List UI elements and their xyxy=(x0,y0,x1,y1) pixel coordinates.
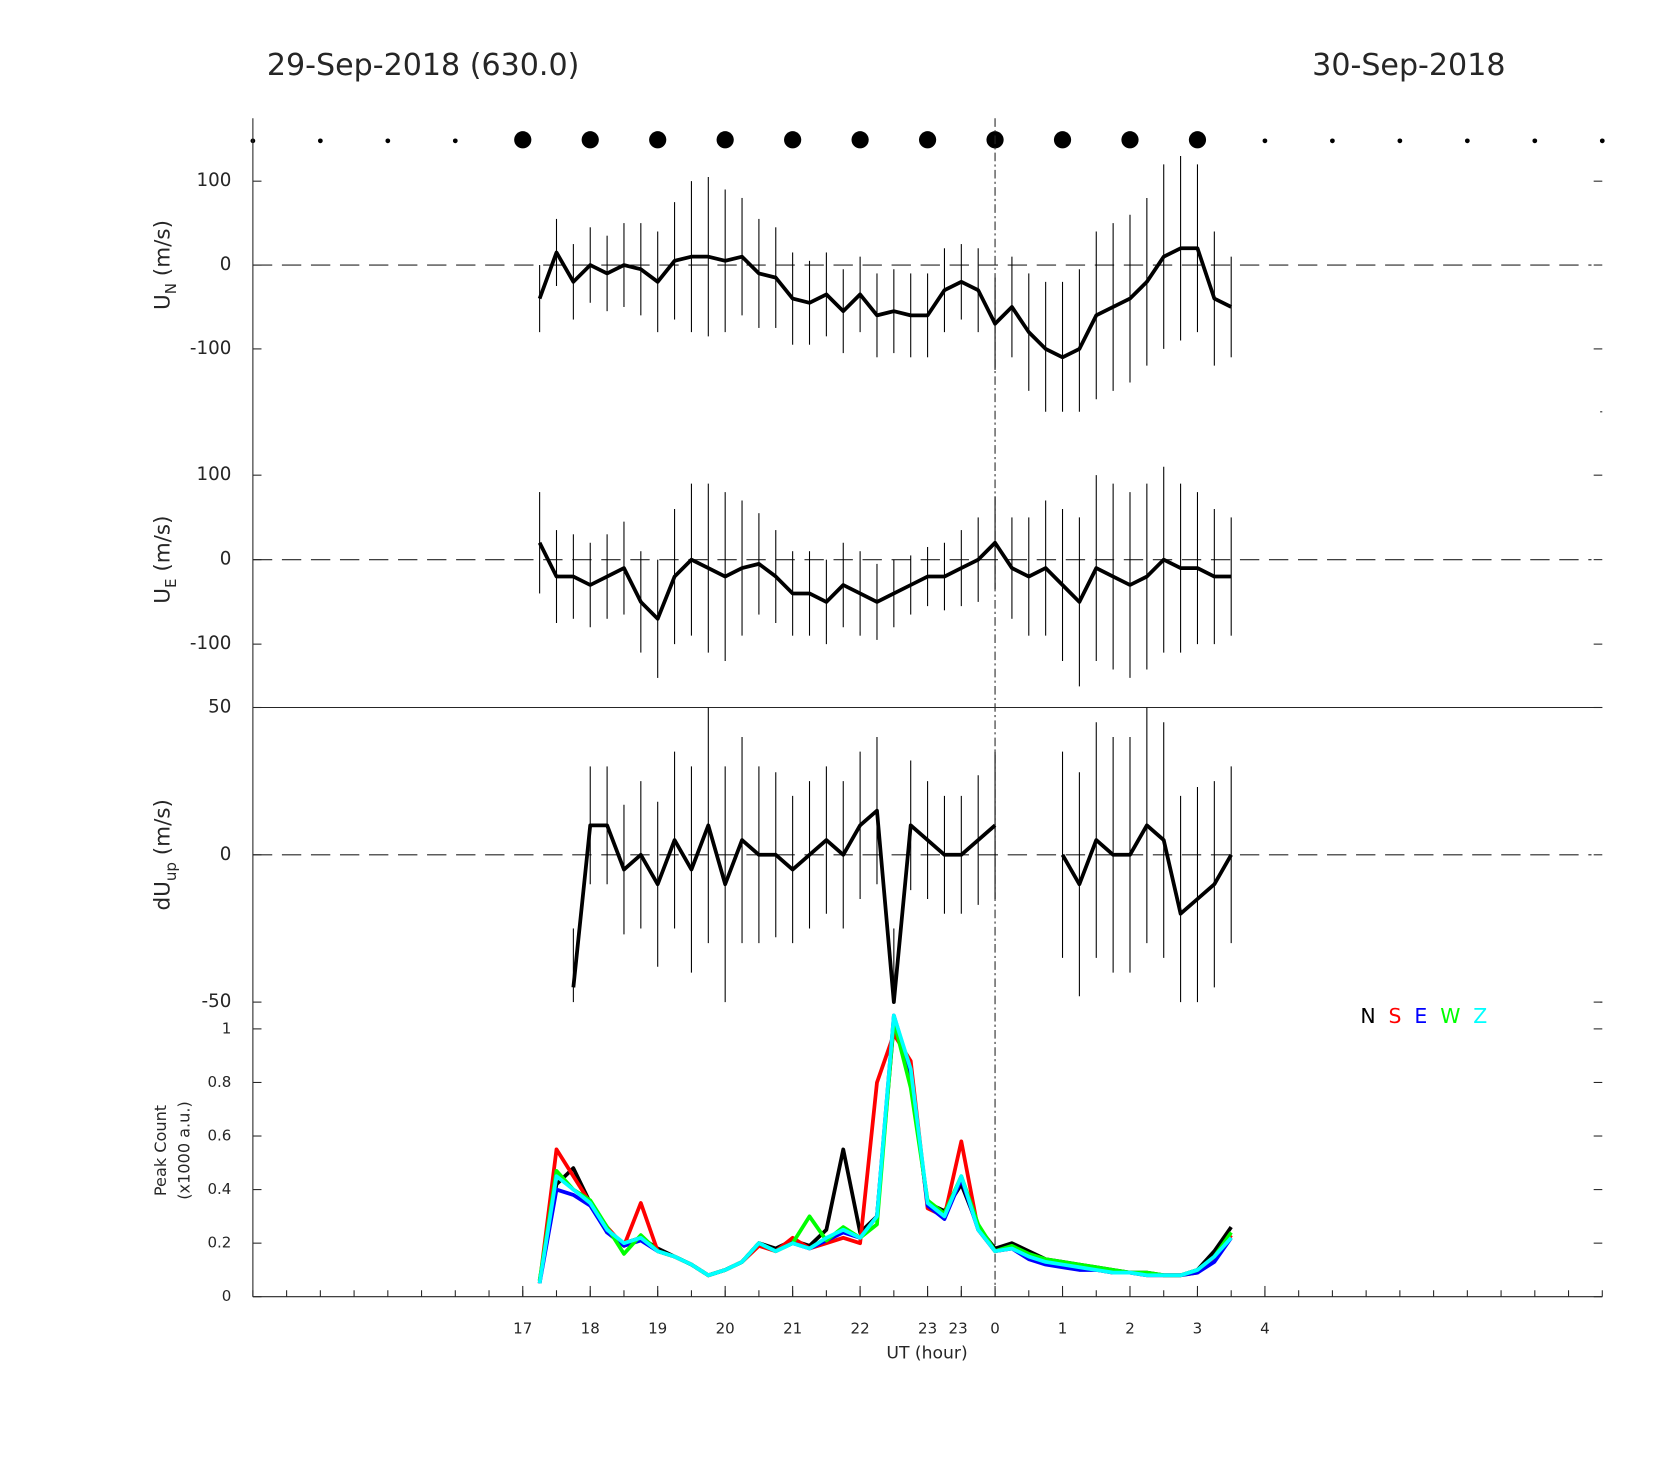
y-tick-label: 1 xyxy=(222,1019,232,1037)
marker-dot xyxy=(1262,138,1268,144)
x-tick-label: 0 xyxy=(990,1319,1000,1337)
y-tick-label: 0.2 xyxy=(207,1234,231,1252)
left-title: 29-Sep-2018 (630.0) xyxy=(267,48,580,83)
data-line xyxy=(537,540,1232,621)
x-tick-label: 21 xyxy=(783,1319,802,1337)
y-label-main: U xyxy=(151,294,176,310)
right-title: 30-Sep-2018 xyxy=(1312,48,1505,83)
y-label-unit: (m/s) xyxy=(151,799,176,862)
y-label-sub: N xyxy=(162,283,180,294)
y-tick-label: -50 xyxy=(202,991,232,1012)
x-tick-label: 17 xyxy=(513,1319,532,1337)
x-tick-label: 2 xyxy=(1125,1319,1135,1337)
marker-dot xyxy=(1121,131,1139,149)
x-tick-label: 19 xyxy=(648,1319,667,1337)
y-axis-label: (x1000 a.u.) xyxy=(175,1101,194,1200)
y-label-main: dU xyxy=(151,881,176,910)
y-tick-label: 0.6 xyxy=(207,1127,231,1145)
y-tick-label: 50 xyxy=(208,696,231,717)
y-axis-label: UE (m/s) xyxy=(151,516,180,604)
legend-entry: S xyxy=(1389,1004,1402,1028)
y-tick-label: 0.4 xyxy=(207,1180,231,1198)
y-tick-label: -100 xyxy=(190,338,231,359)
y-axis-label: dUup (m/s) xyxy=(151,799,180,910)
x-axis-label: UT (hour) xyxy=(886,1344,967,1364)
marker-dot xyxy=(452,138,458,144)
marker-dot xyxy=(851,131,869,149)
marker-dot xyxy=(385,138,391,144)
y-tick-label: 0.8 xyxy=(207,1073,231,1091)
y-label-sub: E xyxy=(162,579,180,589)
marker-dot xyxy=(1397,138,1403,144)
legend-entry: E xyxy=(1414,1004,1427,1028)
x-tick-label: 3 xyxy=(1193,1319,1203,1337)
y-tick-label: -100 xyxy=(190,633,231,654)
marker-dot xyxy=(716,131,734,149)
marker-dot xyxy=(1330,138,1335,144)
legend-entry: W xyxy=(1440,1004,1460,1028)
x-tick-label: 4 xyxy=(1260,1319,1270,1337)
x-tick-label: 1 xyxy=(1058,1319,1068,1337)
marker-dot xyxy=(317,138,323,144)
y-tick-label: 0 xyxy=(220,844,232,865)
y-tick-label: 100 xyxy=(197,464,232,485)
marker-dot xyxy=(1532,138,1538,144)
y-tick-label: 100 xyxy=(197,170,232,191)
marker-dot xyxy=(1599,138,1605,144)
y-tick-label: 0 xyxy=(220,254,232,275)
series-line xyxy=(537,1013,1233,1284)
legend-entry: Z xyxy=(1473,1004,1487,1028)
x-tick-label: 22 xyxy=(851,1319,870,1337)
y-label-main: U xyxy=(151,588,176,604)
marker-dot xyxy=(1464,138,1470,144)
y-tick-label: 0 xyxy=(220,549,232,570)
y-label-unit: (m/s) xyxy=(151,516,176,579)
x-tick-label: 20 xyxy=(716,1319,735,1337)
marker-dot xyxy=(918,131,937,149)
marker-dot xyxy=(1053,131,1072,149)
legend-entry: N xyxy=(1360,1004,1375,1028)
data-line xyxy=(571,808,1233,1004)
marker-dot xyxy=(581,131,599,149)
marker-dot xyxy=(784,131,802,149)
x-tick-label: 23 xyxy=(918,1319,937,1337)
marker-dot xyxy=(1188,131,1207,149)
y-label-sub: up xyxy=(162,862,180,881)
data-line xyxy=(537,246,1233,360)
y-tick-label: 0 xyxy=(222,1287,232,1305)
y-axis-label: UN (m/s) xyxy=(151,220,180,310)
y-axis-label: Peak Count xyxy=(151,1105,170,1196)
x-tick-label: 23 xyxy=(949,1319,968,1337)
marker-dot xyxy=(649,131,667,149)
marker-dot xyxy=(514,131,532,149)
y-label-unit: (m/s) xyxy=(151,220,176,283)
x-tick-label: 18 xyxy=(581,1319,600,1337)
